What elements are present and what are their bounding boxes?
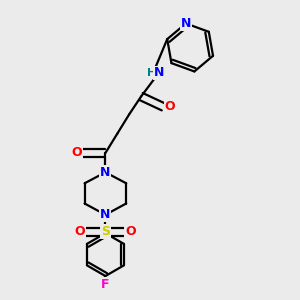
- Text: O: O: [125, 225, 136, 238]
- Text: O: O: [165, 100, 175, 113]
- Text: F: F: [101, 278, 110, 291]
- Text: N: N: [154, 66, 164, 79]
- Text: O: O: [75, 225, 86, 238]
- Text: O: O: [71, 146, 82, 160]
- Text: N: N: [181, 17, 191, 30]
- Text: H: H: [147, 68, 156, 78]
- Text: N: N: [100, 166, 111, 179]
- Text: N: N: [100, 208, 111, 221]
- Text: S: S: [101, 225, 110, 238]
